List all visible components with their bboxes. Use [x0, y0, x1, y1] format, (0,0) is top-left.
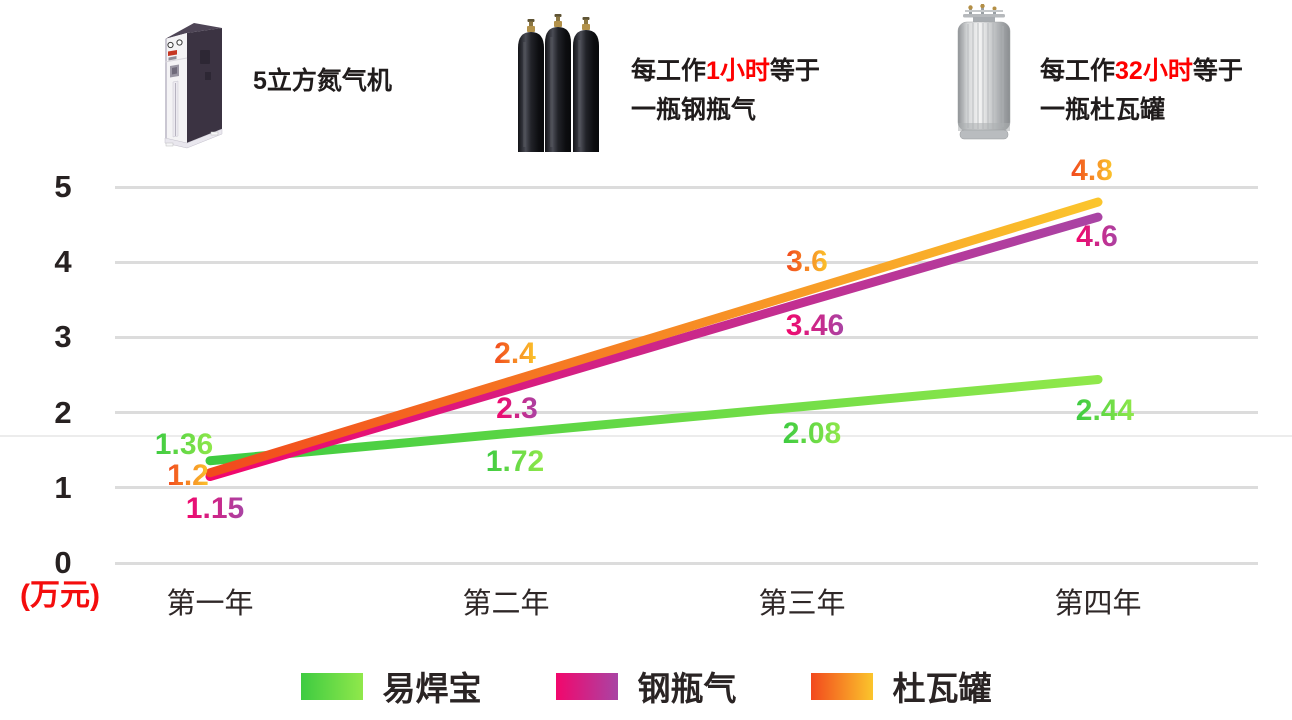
machine-caption: 5立方氮气机 [253, 61, 392, 97]
gridline [115, 411, 1258, 415]
machine-caption-text: 5立方氮气机 [253, 67, 392, 95]
point-value-label: 1.2 [167, 458, 209, 492]
legend-swatch [300, 672, 363, 700]
caption-text: 等于 [1192, 57, 1243, 85]
dewar-caption-line1: 每工作32小时等于 [1040, 52, 1243, 91]
legend-item: 钢瓶气 [555, 662, 737, 710]
background-divider-line [0, 435, 1292, 437]
legend-item: 易焊宝 [300, 662, 482, 710]
series-line-orange [205, 197, 1103, 478]
point-value-label: 2.08 [782, 416, 842, 450]
legend-label: 钢瓶气 [637, 670, 737, 707]
point-value-label: 4.8 [1071, 154, 1113, 188]
nitrogen-generator-icon [164, 23, 223, 149]
chart-legend: 易焊宝 钢瓶气 杜瓦罐 [0, 662, 1292, 710]
nitrogen-generator-image [164, 14, 228, 157]
point-value-label: 1.72 [485, 444, 545, 478]
gridline [115, 486, 1258, 490]
legend-label: 杜瓦罐 [892, 670, 992, 707]
gridline [115, 561, 1258, 565]
gridline [115, 185, 1258, 189]
point-value-label: 3.46 [785, 308, 845, 342]
caption-text: 每工作 [631, 57, 707, 85]
point-value-label: 1.15 [185, 491, 245, 525]
cylinder-caption-line2: 一瓶钢瓶气 [631, 96, 757, 124]
point-value-label: 2.3 [496, 392, 538, 426]
gas-cylinders-image [516, 14, 600, 159]
caption-highlight: 32小时 [1115, 57, 1193, 85]
caption-text: 等于 [769, 57, 820, 85]
point-value-label: 4.6 [1076, 220, 1118, 254]
dewar-tank-image [956, 3, 1012, 149]
y-axis-tick-label: 4 [54, 244, 72, 280]
series-line-green [205, 375, 1103, 466]
point-value-label: 1.36 [154, 427, 214, 461]
legend-label: 易焊宝 [382, 670, 482, 707]
x-axis-label: 第二年 [462, 588, 550, 620]
x-axis-label: 第四年 [1054, 588, 1142, 620]
point-value-label: 3.6 [786, 245, 828, 279]
x-axis-label: 第三年 [758, 588, 846, 620]
y-axis-tick-label: 5 [54, 169, 72, 204]
gridline [115, 260, 1258, 264]
y-axis-tick-label: 3 [54, 319, 72, 355]
caption-highlight: 1小时 [706, 57, 770, 85]
y-axis-unit-label: (万元) [20, 579, 100, 612]
y-axis-tick-label: 0 [54, 545, 72, 580]
caption-text: 每工作 [1040, 57, 1116, 85]
cylinder-caption-line1: 每工作1小时等于 [631, 52, 820, 91]
legend-swatch [555, 672, 618, 700]
point-value-label: 2.44 [1075, 393, 1135, 427]
legend-swatch [810, 672, 873, 700]
dewar-caption-line2: 一瓶杜瓦罐 [1040, 96, 1166, 124]
legend-item: 杜瓦罐 [810, 662, 992, 710]
gas-cylinders-icon [518, 14, 599, 152]
x-axis-label: 第一年 [166, 588, 254, 620]
y-axis-tick-label: 1 [54, 469, 72, 505]
cylinder-caption: 每工作1小时等于 一瓶钢瓶气 [631, 52, 820, 130]
series-line-magenta [205, 212, 1103, 482]
dewar-caption: 每工作32小时等于 一瓶杜瓦罐 [1040, 52, 1243, 130]
y-axis-tick-label: 2 [54, 394, 72, 430]
dewar-tank-icon [957, 3, 1011, 140]
point-value-label: 2.4 [494, 336, 536, 370]
